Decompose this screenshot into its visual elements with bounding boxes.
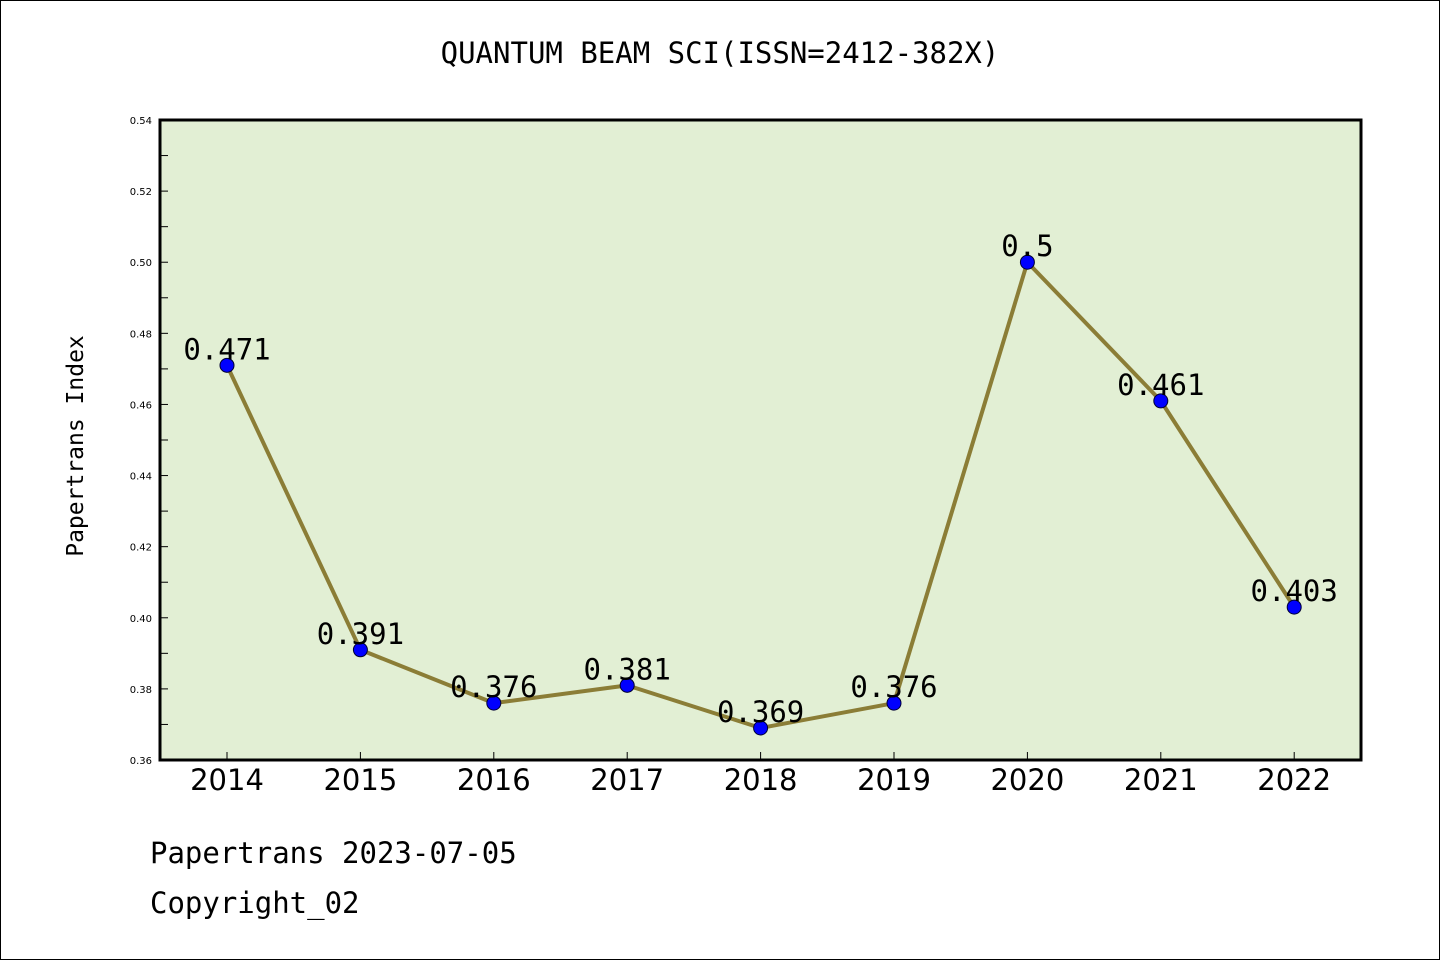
- y-tick-label: 0.54: [130, 116, 152, 127]
- x-tick-label: 2022: [1257, 763, 1331, 797]
- data-point: [219, 357, 235, 373]
- y-tick-label: 0.52: [130, 187, 152, 198]
- y-tick-label: 0.38: [130, 685, 152, 696]
- x-tick-label: 2019: [857, 763, 931, 797]
- y-tick-label: 0.42: [130, 543, 152, 554]
- footer-date: Papertrans 2023-07-05: [150, 836, 517, 870]
- y-tick-label: 0.40: [130, 614, 152, 625]
- y-tick-label: 0.50: [130, 258, 152, 269]
- data-label: 0.461: [1117, 368, 1204, 402]
- plot-border: [158, 118, 1363, 762]
- data-label: 0.403: [1251, 574, 1338, 608]
- x-tick-label: 2021: [1124, 763, 1198, 797]
- plot-area: [160, 120, 1361, 760]
- x-tick-label: 2016: [457, 763, 531, 797]
- data-point: [886, 695, 902, 711]
- data-label: 0.381: [584, 652, 671, 686]
- chart-title: QUANTUM BEAM SCI(ISSN=2412-382X): [440, 36, 1000, 70]
- y-tick-label: 0.44: [130, 472, 152, 483]
- data-markers: [219, 254, 1302, 736]
- data-label: 0.5: [1001, 229, 1053, 263]
- data-labels: 0.471 0.391 0.376 0.381 0.369 0.376 0.5 0.461 0.…: [183, 229, 1338, 729]
- data-label: 0.471: [183, 332, 270, 366]
- data-point: [619, 677, 635, 693]
- x-tick-label: 2015: [323, 763, 397, 797]
- data-label: 0.376: [450, 670, 537, 704]
- data-point: [1286, 599, 1302, 615]
- footer-copyright: Copyright_02: [150, 886, 360, 920]
- x-axis: 2014 2015 2016 2017 2018 2019 2020 2021 2022: [190, 752, 1331, 797]
- x-tick-label: 2020: [990, 763, 1064, 797]
- data-point: [753, 720, 769, 736]
- x-tick-label: 2018: [724, 763, 798, 797]
- data-label: 0.391: [317, 617, 404, 651]
- data-point: [1019, 254, 1035, 270]
- y-tick-label: 0.46: [130, 400, 152, 411]
- data-label: 0.376: [850, 670, 937, 704]
- data-point: [1153, 393, 1169, 409]
- data-point: [486, 695, 502, 711]
- x-tick-label: 2017: [590, 763, 664, 797]
- y-tick-label: 0.48: [130, 329, 152, 340]
- y-tick-label: 0.36: [130, 756, 152, 767]
- data-point: [352, 642, 368, 658]
- data-label: 0.369: [717, 695, 804, 729]
- x-tick-label: 2014: [190, 763, 264, 797]
